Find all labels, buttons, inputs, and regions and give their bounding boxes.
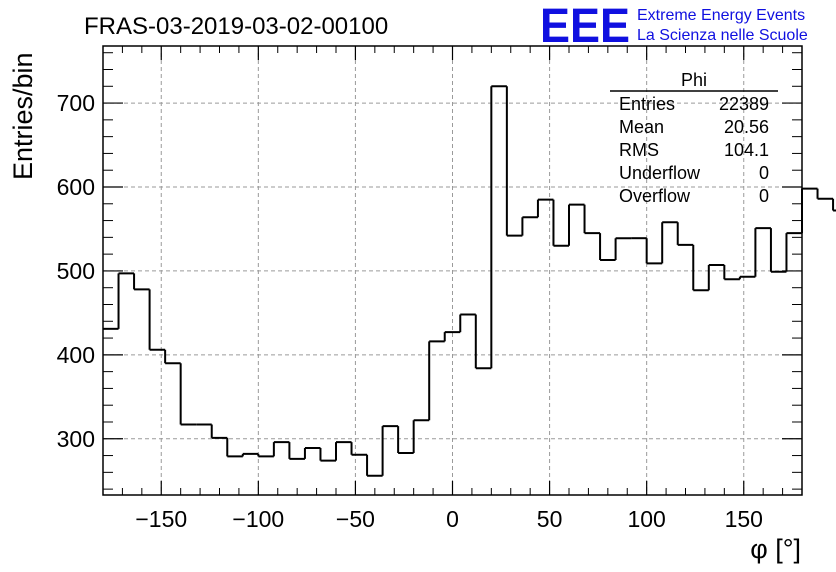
stats-value: 104.1 <box>724 140 769 160</box>
y-tick-label: 300 <box>57 426 95 452</box>
histogram-bin <box>723 265 740 281</box>
histogram-bin <box>738 275 756 280</box>
logo-line-1: Extreme Energy Events <box>637 7 805 24</box>
y-tick-label: 500 <box>57 258 95 284</box>
histogram-bin <box>319 448 336 462</box>
histogram-bin <box>412 419 430 454</box>
tick-labels: −150 −100 −50 0 50 100 150 300 400 500 600 700 <box>57 90 763 532</box>
histogram-bin <box>443 331 461 342</box>
y-tick-label: 700 <box>57 90 95 116</box>
histogram-bin <box>381 425 399 476</box>
x-tick-label: 150 <box>725 506 763 532</box>
stats-box: Phi Entries 22389 Mean 20.56 RMS 104.1 Underfl… <box>610 70 778 206</box>
histogram-bin <box>272 441 290 457</box>
stats-label: Overflow <box>619 186 691 206</box>
histogram-bin <box>335 441 352 461</box>
y-axis-title: Entries/bin <box>8 52 38 180</box>
x-tick-label: −150 <box>135 506 187 532</box>
x-tick-label: −50 <box>336 506 375 532</box>
histogram-bin <box>148 289 166 351</box>
histogram-bin <box>257 453 274 458</box>
histogram-bin <box>599 233 616 262</box>
x-tick-label: 0 <box>446 506 459 532</box>
histogram-bin <box>754 227 771 277</box>
histogram-bin <box>785 232 802 272</box>
x-tick-label: 100 <box>627 506 665 532</box>
histogram-bin <box>474 314 492 370</box>
histogram-bin <box>552 199 569 247</box>
histogram-bin <box>133 273 150 291</box>
axis-ticks <box>102 46 803 495</box>
histogram-bin <box>366 454 383 477</box>
x-axis-title: φ [°] <box>750 534 801 564</box>
x-tick-label: 50 <box>537 506 563 532</box>
histogram-bin <box>769 228 787 273</box>
histogram-bin <box>164 349 181 365</box>
histogram-bin <box>645 238 663 265</box>
x-tick-label: −100 <box>232 506 284 532</box>
chart-title: FRAS-03-2019-03-02-00100 <box>84 13 388 40</box>
histogram-bin <box>490 85 507 369</box>
histogram-bin <box>676 222 694 246</box>
histogram-bin <box>226 437 243 458</box>
grid-lines <box>103 46 802 495</box>
histogram-bin <box>801 187 818 234</box>
stats-rows: Entries 22389 Mean 20.56 RMS 104.1 Underflow 0 O… <box>619 94 769 206</box>
histogram-bin <box>536 198 554 218</box>
stats-value: 20.56 <box>724 117 769 137</box>
histogram-bin <box>350 442 368 456</box>
histogram-bin <box>707 264 725 291</box>
y-tick-label: 600 <box>57 174 95 200</box>
histogram-bin <box>459 313 476 333</box>
logo-mark: EEE <box>540 0 630 53</box>
histogram-bin <box>505 86 523 237</box>
eee-logo: EEE Extreme Energy Events La Scienza nel… <box>540 0 808 53</box>
plot-frame <box>102 45 803 496</box>
histogram-bin <box>303 447 321 459</box>
histogram-bin <box>583 204 601 235</box>
histogram-bin <box>816 188 834 200</box>
histogram-bin <box>241 452 259 457</box>
histogram-bin <box>521 216 538 236</box>
stats-value: 0 <box>759 186 769 206</box>
histogram-bin <box>210 424 228 439</box>
stats-value: 22389 <box>719 94 769 114</box>
histogram-bin <box>428 340 445 421</box>
histogram-bin <box>179 363 197 426</box>
logo-line-2: La Scienza nelle Scuole <box>637 27 808 44</box>
stats-value: 0 <box>759 163 769 183</box>
histogram-bin <box>117 272 135 329</box>
histogram-bin <box>568 203 585 246</box>
histogram-series <box>103 85 836 477</box>
stats-label: Underflow <box>619 163 701 183</box>
histogram-bin <box>397 426 414 455</box>
histogram-bin <box>692 244 709 292</box>
histogram-bin <box>614 237 632 261</box>
stats-label: Entries <box>619 94 675 114</box>
histogram-bin <box>661 221 678 264</box>
histogram-bin <box>288 442 305 460</box>
stats-label: RMS <box>619 140 659 160</box>
stats-label: Mean <box>619 117 664 137</box>
y-tick-label: 400 <box>57 342 95 368</box>
stats-title: Phi <box>681 70 707 90</box>
